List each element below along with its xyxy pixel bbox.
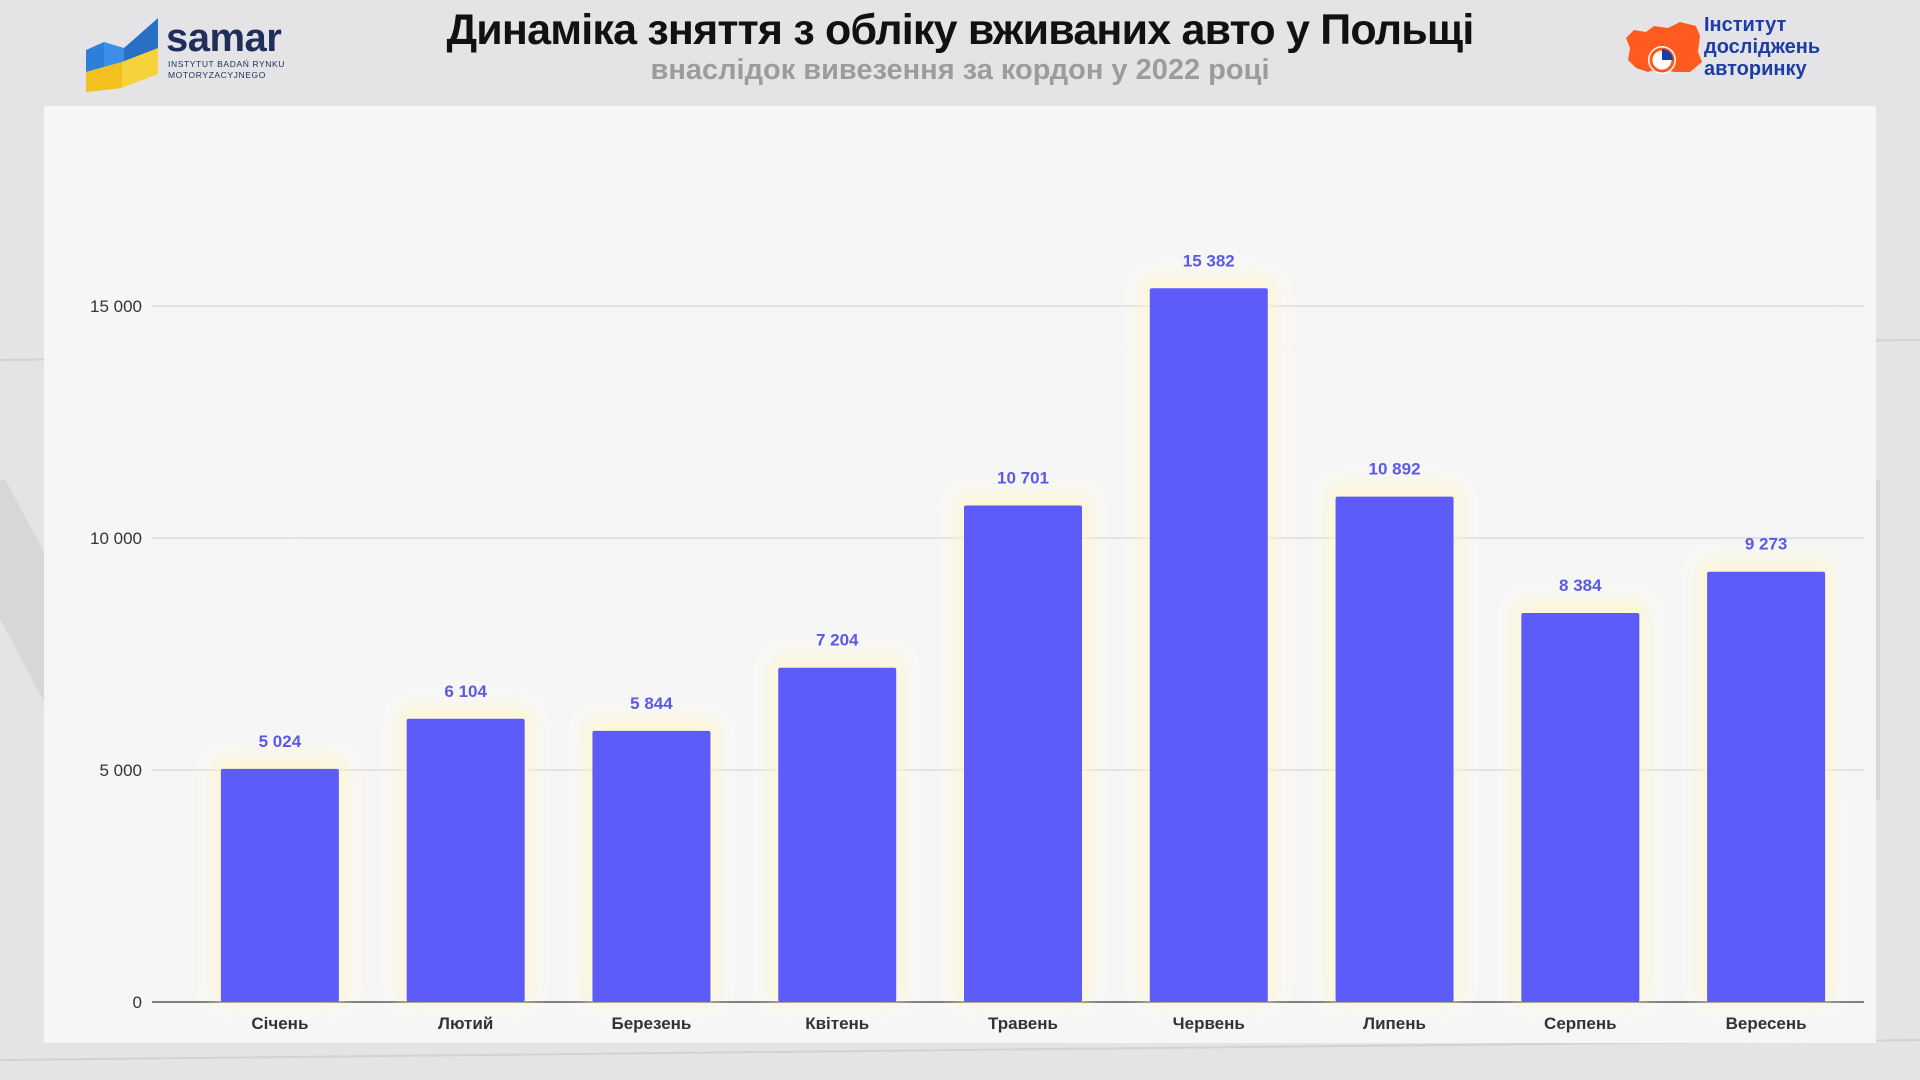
bar-Квітень xyxy=(778,667,897,1002)
bar-value-label: 6 104 xyxy=(444,682,487,701)
bar-value-label: 9 273 xyxy=(1745,535,1788,554)
samar-logo-text: samar xyxy=(166,16,282,60)
bar-Липень xyxy=(1335,496,1454,1002)
bar-Серпень xyxy=(1521,612,1640,1002)
header: Динаміка зняття з обліку вживаних авто у… xyxy=(0,0,1920,100)
bar-Червень xyxy=(1149,288,1268,1002)
x-tick-label: Червень xyxy=(1173,1014,1245,1033)
bar-value-label: 8 384 xyxy=(1559,576,1602,595)
bar-chart: 0 5 000 10 000 15 000 5 024 6 104 5 844 7 204 1… xyxy=(90,251,1864,1033)
bar-Вересень xyxy=(1707,571,1826,1002)
y-tick-label: 10 000 xyxy=(90,529,142,548)
bar-Травень xyxy=(964,505,1082,1002)
x-axis-ticks: Січень Лютий Березень Квітень Травень Червень… xyxy=(251,1014,1806,1033)
samar-logo-tagline: INSTYTUT BADAŃ RYNKU xyxy=(168,59,286,69)
bar-value-labels: 5 024 6 104 5 844 7 204 10 701 15 382 10 892 8 … xyxy=(259,251,1788,751)
y-tick-label: 15 000 xyxy=(90,297,142,316)
y-axis-ticks: 0 5 000 10 000 15 000 xyxy=(90,297,142,1012)
x-tick-label: Вересень xyxy=(1726,1014,1807,1033)
chart-subtitle: внаслідок вивезення за кордон у 2022 роц… xyxy=(650,54,1270,86)
idar-logo-text: Інститут досліджень авторинку xyxy=(1704,14,1820,80)
bar-value-label: 15 382 xyxy=(1183,251,1235,270)
x-tick-label: Травень xyxy=(988,1014,1058,1033)
x-tick-label: Квітень xyxy=(805,1014,869,1033)
chart-title: Динаміка зняття з обліку вживаних авто у… xyxy=(446,6,1474,54)
samar-logo: samar INSTYTUT BADAŃ RYNKU MOTORYZACYJNE… xyxy=(82,12,302,92)
bar-value-label: 5 024 xyxy=(259,732,302,751)
idar-logo: Інститут досліджень авторинку xyxy=(1624,12,1864,82)
x-tick-label: Серпень xyxy=(1544,1014,1617,1033)
idar-logo-line-1: Інститут xyxy=(1704,14,1787,36)
samar-logo-tagline-2: MOTORYZACYJNEGO xyxy=(168,70,266,80)
x-tick-label: Січень xyxy=(251,1014,308,1033)
bars xyxy=(214,278,1832,1002)
y-tick-label: 0 xyxy=(133,993,142,1012)
y-tick-label: 5 000 xyxy=(99,761,142,780)
bar-Лютий xyxy=(406,718,525,1002)
bar-value-label: 7 204 xyxy=(816,631,859,650)
bar-value-label: 10 701 xyxy=(997,468,1049,487)
bar-value-label: 10 892 xyxy=(1369,460,1421,479)
x-tick-label: Березень xyxy=(611,1014,691,1033)
bar-Січень xyxy=(220,768,339,1002)
idar-map-logo-icon xyxy=(1626,22,1702,74)
bar-value-label: 5 844 xyxy=(630,694,673,713)
bar-Березень xyxy=(592,730,711,1002)
samar-chart-logo-icon xyxy=(86,18,158,92)
idar-logo-line-3: авторинку xyxy=(1704,58,1807,80)
x-tick-label: Лютий xyxy=(438,1014,493,1033)
x-tick-label: Липень xyxy=(1363,1014,1426,1033)
idar-logo-line-2: досліджень xyxy=(1704,36,1821,58)
chart-panel: 0 5 000 10 000 15 000 5 024 6 104 5 844 7 204 1… xyxy=(44,106,1876,1043)
